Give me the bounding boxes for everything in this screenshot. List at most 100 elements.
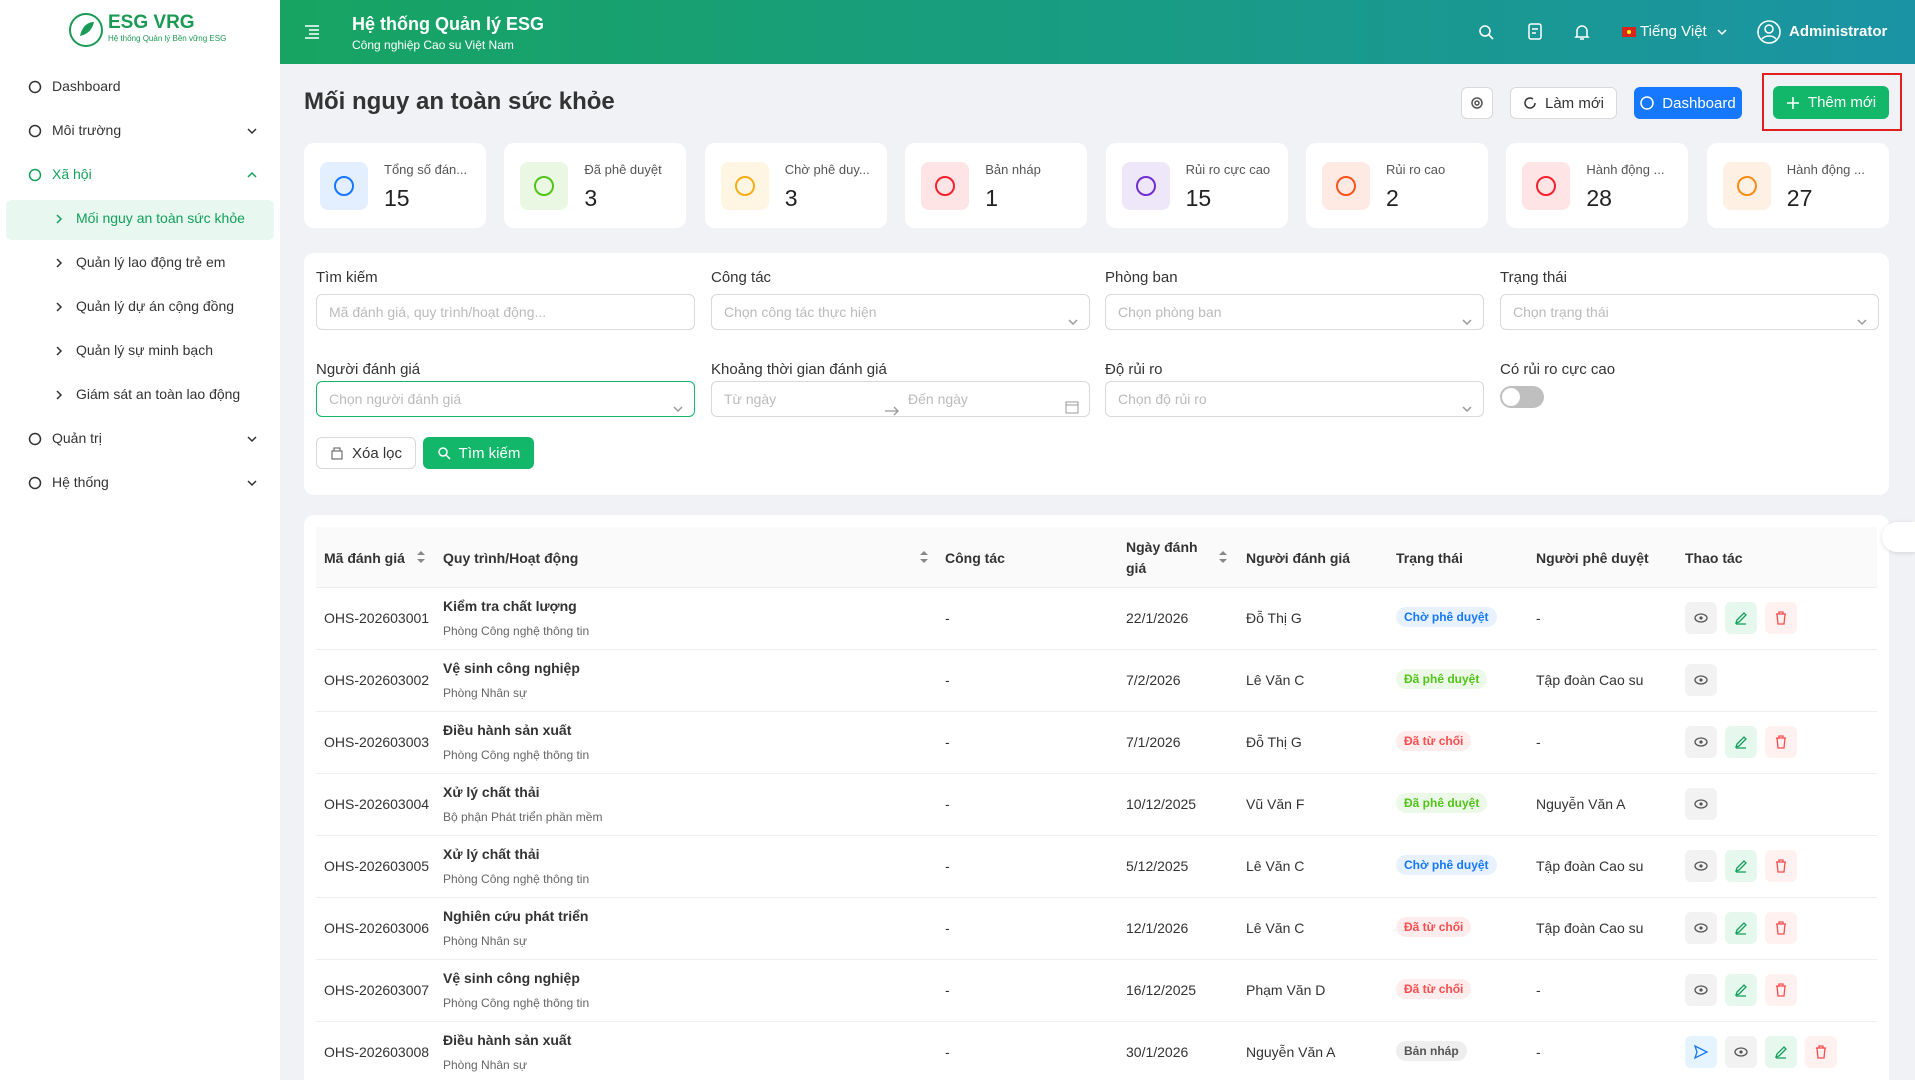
action-send[interactable] (1685, 1036, 1717, 1068)
row-divider (316, 835, 1877, 836)
row-task: - (945, 672, 950, 688)
action-view[interactable] (1685, 850, 1717, 882)
column-header: Mã đánh giá (324, 550, 405, 566)
filter-input[interactable]: Chọn người đánh giá (316, 381, 695, 417)
row-assessor: Phạm Văn D (1246, 982, 1326, 998)
menu-icon (28, 476, 42, 495)
filter-label: Phòng ban (1105, 269, 1178, 286)
filter-input[interactable]: Chọn trạng thái (1500, 294, 1879, 330)
submenu-caret (54, 388, 64, 406)
select-caret (1856, 306, 1868, 340)
select-caret (1461, 306, 1473, 340)
column-header: Người phê duyệt (1536, 550, 1649, 566)
stat-label: Chờ phê duy... (784, 162, 870, 177)
row-assessor: Đỗ Thị G (1246, 610, 1302, 626)
submenu-item[interactable]: Quản lý dự án cộng đồng (76, 298, 235, 314)
user-name[interactable]: Administrator (1789, 23, 1888, 40)
row-task: - (945, 920, 950, 936)
action-del[interactable] (1805, 1036, 1837, 1068)
action-edit[interactable] (1725, 726, 1757, 758)
menu-item[interactable]: Môi trường (52, 122, 122, 138)
action-view[interactable] (1685, 788, 1717, 820)
action-edit[interactable] (1725, 912, 1757, 944)
submenu-item[interactable]: Quản lý lao động trẻ em (76, 254, 226, 270)
row-task: - (945, 858, 950, 874)
action-view[interactable] (1685, 602, 1717, 634)
menu-item[interactable]: Xã hội (52, 166, 92, 182)
filter-input[interactable]: Chọn phòng ban (1105, 294, 1484, 330)
action-edit[interactable] (1725, 602, 1757, 634)
action-edit[interactable] (1725, 850, 1757, 882)
date-range[interactable]: Từ ngày Đến ngày (711, 381, 1090, 417)
action-view[interactable] (1685, 912, 1717, 944)
row-divider (316, 649, 1877, 650)
filter-label: Tìm kiếm (316, 269, 378, 286)
dashboard-button[interactable]: Dashboard (1634, 87, 1742, 119)
row-code: OHS-202603004 (324, 796, 430, 812)
row-activity: Nghiên cứu phát triển (443, 908, 589, 924)
action-view[interactable] (1685, 974, 1717, 1006)
action-edit[interactable] (1725, 974, 1757, 1006)
search-button[interactable]: Tìm kiếm (423, 437, 534, 469)
toggle[interactable] (1500, 386, 1544, 408)
menu-icon (28, 124, 42, 143)
clear-button[interactable]: Xóa lọc (316, 437, 416, 469)
action-del[interactable] (1765, 974, 1797, 1006)
action-del[interactable] (1765, 602, 1797, 634)
stat-icon (1121, 162, 1170, 210)
action-view[interactable] (1725, 1036, 1757, 1068)
column-header: Quy trình/Hoạt động (443, 550, 579, 566)
row-assessor: Lê Văn C (1246, 672, 1305, 688)
settings-button[interactable] (1461, 87, 1493, 119)
table-panel (304, 515, 1889, 1080)
submenu-item[interactable]: Mối nguy an toàn sức khỏe (76, 210, 245, 226)
placeholder: Chọn phòng ban (1118, 304, 1222, 320)
submenu-item[interactable]: Giám sát an toàn lao động (76, 386, 241, 402)
row-task: - (945, 610, 950, 626)
stat-card: Đã phê duyệt 3 (504, 143, 687, 228)
add-label: Thêm mới (1807, 94, 1877, 111)
user-avatar[interactable] (1757, 20, 1781, 44)
menu-item[interactable]: Hệ thống (52, 474, 109, 490)
action-del[interactable] (1765, 912, 1797, 944)
float-assistant[interactable] (1882, 522, 1915, 552)
search-icon[interactable] (1478, 24, 1494, 40)
stat-value: 3 (784, 185, 798, 211)
filter-input[interactable]: Chọn độ rủi ro (1105, 381, 1484, 417)
submenu-item[interactable]: Quản lý sự minh bạch (76, 342, 213, 358)
refresh-label: Làm mới (1544, 94, 1604, 112)
row-department: Phòng Công nghệ thông tin (443, 624, 590, 638)
row-approver: - (1536, 1044, 1541, 1060)
action-view[interactable] (1685, 726, 1717, 758)
bell-icon[interactable] (1574, 23, 1590, 41)
select-caret (1067, 306, 1079, 340)
placeholder: Chọn độ rủi ro (1118, 391, 1207, 407)
menu-toggle[interactable] (304, 24, 320, 40)
action-del[interactable] (1765, 850, 1797, 882)
notes-icon[interactable] (1527, 23, 1543, 41)
stat-value: 28 (1586, 185, 1612, 211)
language[interactable]: Tiếng Việt (1640, 23, 1707, 40)
row-assessor: Vũ Văn F (1246, 796, 1305, 812)
refresh-button[interactable]: Làm mới (1510, 87, 1617, 119)
row-assessor: Đỗ Thị G (1246, 734, 1302, 750)
menu-item[interactable]: Dashboard (52, 78, 121, 94)
action-del[interactable] (1765, 726, 1797, 758)
add-button[interactable]: Thêm mới (1773, 86, 1889, 119)
row-date: 16/12/2025 (1126, 982, 1197, 998)
filter-input[interactable]: Mã đánh giá, quy trình/hoạt động... (316, 294, 695, 330)
stat-card: Tổng số đán... 15 (304, 143, 486, 228)
action-edit[interactable] (1765, 1036, 1797, 1068)
stat-label: Rủi ro cực cao (1185, 162, 1271, 177)
stat-icon (921, 162, 970, 210)
stat-card: Hành động ... 27 (1706, 143, 1889, 228)
menu-item[interactable]: Quản trị (52, 430, 102, 446)
filter-input[interactable]: Chọn công tác thực hiện (711, 294, 1090, 330)
row-divider (316, 1021, 1877, 1022)
filter-label: Trạng thái (1500, 269, 1567, 286)
app-subtitle: Công nghiệp Cao su Việt Nam (352, 38, 514, 52)
menu-caret (246, 476, 258, 494)
action-view[interactable] (1685, 664, 1717, 696)
stat-value: 2 (1386, 185, 1399, 211)
row-task: - (945, 734, 950, 750)
